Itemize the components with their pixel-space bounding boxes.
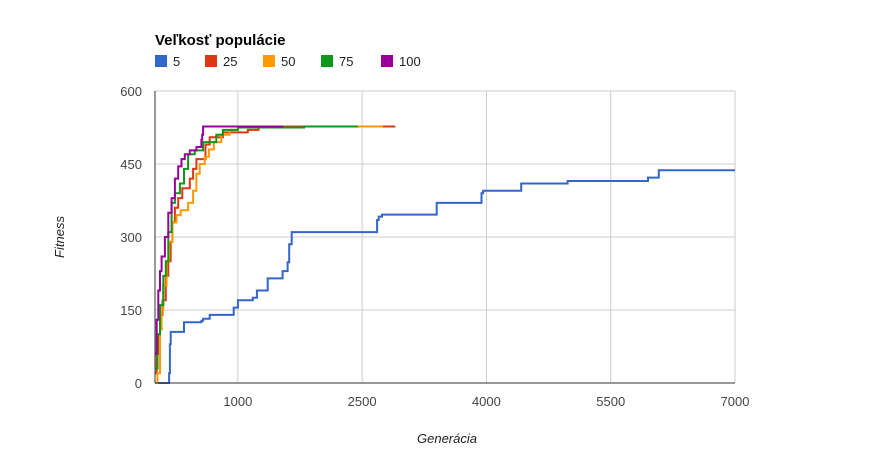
tick-labels: 0 150 300 450 600 1000 2500 4000 5500 7000 bbox=[120, 84, 749, 409]
x-tick-label: 4000 bbox=[472, 394, 501, 409]
x-tick-label: 7000 bbox=[721, 394, 750, 409]
legend-swatch-75 bbox=[321, 55, 333, 67]
y-tick-label: 600 bbox=[120, 84, 142, 99]
legend-items: 5 25 50 75 100 bbox=[155, 54, 421, 69]
legend-swatch-5 bbox=[155, 55, 167, 67]
series-line-75 bbox=[155, 125, 358, 370]
series-line-5 bbox=[155, 169, 735, 384]
legend-swatch-50 bbox=[263, 55, 275, 67]
x-tick-label: 5500 bbox=[596, 394, 625, 409]
legend-swatch-100 bbox=[381, 55, 393, 67]
x-tick-label: 1000 bbox=[223, 394, 252, 409]
series-line-50 bbox=[155, 125, 383, 384]
legend-label-25: 25 bbox=[223, 54, 237, 69]
y-axis-title: Fitness bbox=[52, 216, 67, 258]
legend-label-75: 75 bbox=[339, 54, 353, 69]
axes bbox=[154, 91, 735, 384]
legend-label-100: 100 bbox=[399, 54, 421, 69]
x-tick-label: 2500 bbox=[348, 394, 377, 409]
y-tick-label: 300 bbox=[120, 230, 142, 245]
x-axis-title: Generácia bbox=[417, 431, 477, 446]
series-line-100 bbox=[155, 125, 284, 355]
legend-title: Veľkosť populácie bbox=[155, 32, 286, 49]
y-tick-label: 0 bbox=[135, 376, 142, 391]
legend: Veľkosť populácie 5 25 50 75 100 bbox=[155, 32, 421, 69]
y-tick-label: 150 bbox=[120, 303, 142, 318]
legend-label-5: 5 bbox=[173, 54, 180, 69]
legend-label-50: 50 bbox=[281, 54, 295, 69]
series-lines bbox=[155, 125, 735, 384]
gridlines bbox=[155, 90, 736, 383]
legend-swatch-25 bbox=[205, 55, 217, 67]
y-tick-label: 450 bbox=[120, 157, 142, 172]
